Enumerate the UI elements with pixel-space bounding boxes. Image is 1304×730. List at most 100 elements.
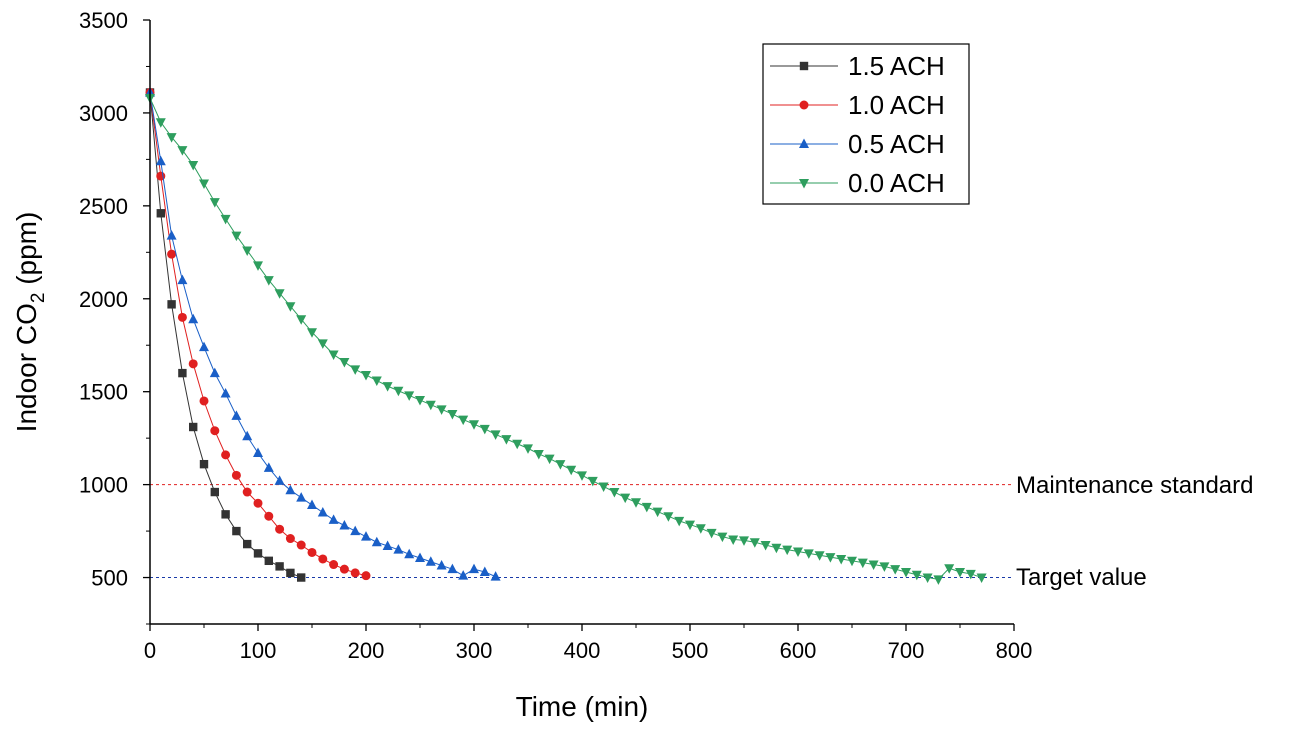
legend-label: 1.0 ACH — [848, 90, 945, 120]
data-point — [447, 563, 458, 574]
data-point — [361, 370, 371, 381]
data-point — [232, 526, 241, 536]
data-point — [177, 274, 188, 285]
data-point — [285, 302, 296, 312]
data-point — [350, 525, 361, 536]
data-point — [706, 528, 717, 539]
data-point — [911, 570, 922, 581]
data-point — [425, 556, 436, 566]
data-point — [490, 571, 501, 581]
data-point — [631, 498, 641, 508]
maintenance-standard-label: Maintenance standard — [1016, 472, 1254, 499]
data-point — [695, 524, 706, 534]
y-tick-label: 3500 — [79, 8, 128, 33]
data-point — [329, 560, 339, 570]
data-point — [771, 543, 782, 554]
data-point — [231, 231, 242, 242]
data-point — [436, 405, 447, 415]
data-point — [242, 430, 253, 441]
data-point — [350, 568, 360, 578]
data-point — [210, 487, 219, 497]
data-point — [199, 459, 209, 469]
data-point — [361, 571, 371, 581]
data-point — [339, 564, 349, 574]
data-point — [318, 554, 328, 564]
data-point — [286, 568, 295, 578]
series-1-0-ach — [145, 87, 371, 581]
data-point — [760, 541, 771, 551]
x-tick-label: 400 — [564, 638, 601, 663]
data-point — [296, 492, 307, 502]
data-point — [728, 535, 739, 545]
data-point — [317, 339, 328, 349]
legend-label: 0.0 ACH — [848, 168, 945, 198]
data-point — [297, 573, 306, 582]
data-point — [296, 315, 307, 325]
data-point — [652, 507, 663, 518]
x-tick-label: 200 — [348, 638, 385, 663]
data-point — [663, 512, 674, 522]
data-point — [555, 460, 566, 470]
data-point — [404, 391, 415, 401]
data-point — [577, 471, 587, 481]
data-point — [199, 396, 209, 406]
data-point — [155, 155, 166, 166]
data-point — [220, 388, 231, 398]
data-point — [189, 422, 198, 432]
data-point — [890, 565, 901, 575]
series-1-5-ach — [145, 88, 306, 582]
data-point — [415, 396, 425, 406]
series-0-5-ach — [145, 86, 501, 581]
x-axis-title: Time (min) — [516, 691, 649, 722]
data-point — [166, 230, 177, 240]
data-point — [253, 447, 263, 458]
legend-marker — [799, 138, 809, 148]
data-point — [825, 553, 836, 563]
data-point — [188, 359, 198, 369]
data-point — [944, 564, 955, 574]
data-point — [933, 575, 944, 585]
data-point — [263, 276, 274, 286]
data-point — [177, 146, 188, 156]
data-point — [501, 435, 512, 445]
y-tick-label: 1500 — [79, 380, 128, 405]
data-point — [307, 499, 317, 510]
data-point — [847, 556, 857, 567]
x-tick-label: 500 — [672, 638, 709, 663]
data-point — [263, 462, 274, 472]
data-point — [857, 558, 868, 569]
data-point — [243, 539, 252, 549]
data-point — [965, 569, 976, 580]
data-point — [167, 300, 176, 309]
x-tick-label: 100 — [240, 638, 277, 663]
data-point — [479, 566, 490, 576]
data-point — [253, 549, 263, 558]
data-point — [587, 476, 598, 487]
data-point — [220, 214, 231, 225]
data-point — [598, 482, 609, 492]
data-point — [685, 520, 695, 531]
y-tick-label: 500 — [91, 566, 128, 591]
y-tick-label: 2500 — [79, 194, 128, 219]
data-point — [264, 556, 273, 566]
series-layer — [145, 86, 987, 585]
data-point — [868, 560, 879, 571]
data-point — [167, 249, 177, 259]
data-point — [350, 365, 361, 375]
data-point — [296, 540, 306, 550]
data-point — [210, 426, 220, 436]
legend-marker — [799, 61, 809, 71]
data-point — [307, 547, 317, 557]
data-point — [490, 430, 501, 440]
legend-label: 1.5 ACH — [848, 51, 945, 81]
data-point — [782, 545, 793, 556]
data-point — [209, 198, 220, 208]
data-point — [274, 475, 285, 485]
data-point — [307, 328, 317, 338]
data-point — [955, 567, 965, 578]
legend-label: 0.5 ACH — [848, 129, 945, 159]
data-point — [544, 454, 555, 465]
data-point — [739, 536, 749, 546]
data-point — [566, 465, 577, 476]
data-point — [879, 562, 890, 572]
